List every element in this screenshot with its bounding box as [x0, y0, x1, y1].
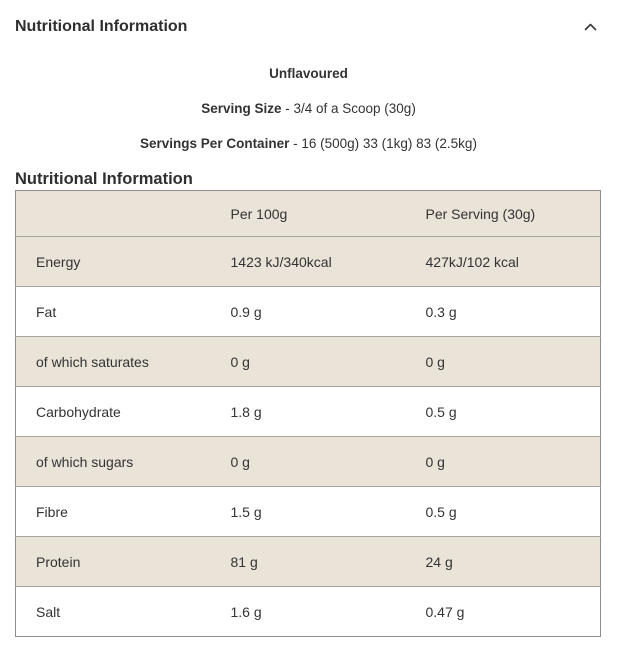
nutritional-information-accordion-toggle[interactable]: Nutritional Information — [0, 0, 617, 38]
nutrition-table: Per 100g Per Serving (30g) Energy 1423 k… — [15, 190, 601, 637]
per-serving-cell: 0 g — [425, 453, 445, 470]
table-row: of which sugars 0 g 0 g — [15, 436, 601, 487]
per-serving-header-cell: Per Serving (30g) — [425, 205, 536, 222]
serving-size-label: Serving Size — [201, 101, 282, 116]
per-100g-cell: 1423 kJ/340kcal — [230, 253, 332, 270]
per-100g-cell: 0 g — [230, 353, 250, 370]
per-serving-cell: 0.5 g — [425, 403, 457, 420]
row-label-cell: Energy — [36, 253, 81, 270]
row-label-cell: of which sugars — [36, 453, 134, 470]
servings-per-container-value: - 16 (500g) 33 (1kg) 83 (2.5kg) — [289, 136, 477, 151]
flavour-name: Unflavoured — [269, 66, 348, 81]
per-serving-cell: 0 g — [425, 353, 445, 370]
per-serving-cell: 427kJ/102 kcal — [425, 253, 519, 270]
per-serving-cell: 0.3 g — [425, 303, 457, 320]
table-header-row: Per 100g Per Serving (30g) — [15, 190, 601, 237]
table-row: Fat 0.9 g 0.3 g — [15, 286, 601, 337]
serving-info-block: Unflavoured Serving Size - 3/4 of a Scoo… — [0, 56, 617, 161]
per-100g-cell: 0.9 g — [230, 303, 262, 320]
per-100g-cell: 1.8 g — [230, 403, 262, 420]
empty-header-cell — [16, 191, 211, 237]
per-100g-cell: 1.6 g — [230, 603, 262, 620]
per-serving-cell: 0.5 g — [425, 503, 457, 520]
serving-size-value: - 3/4 of a Scoop (30g) — [281, 101, 416, 116]
table-row: Salt 1.6 g 0.47 g — [15, 586, 601, 637]
table-row: Fibre 1.5 g 0.5 g — [15, 486, 601, 537]
chevron-up-icon[interactable] — [584, 23, 597, 31]
row-label-cell: Fibre — [36, 503, 68, 520]
table-row: Protein 81 g 24 g — [15, 536, 601, 587]
row-label-cell: Salt — [36, 603, 61, 620]
per-100g-cell: 0 g — [230, 453, 250, 470]
serving-size-line: Serving Size - 3/4 of a Scoop (30g) — [0, 91, 617, 126]
per-100g-cell: 81 g — [230, 553, 258, 570]
row-label-cell: of which saturates — [36, 353, 149, 370]
per-serving-cell: 24 g — [425, 553, 453, 570]
servings-per-container-label: Servings Per Container — [140, 136, 290, 151]
row-label-cell: Carbohydrate — [36, 403, 121, 420]
per-100g-header-cell: Per 100g — [230, 205, 288, 222]
per-100g-cell: 1.5 g — [230, 503, 262, 520]
flavour-label: Unflavoured — [0, 56, 617, 91]
table-row: Carbohydrate 1.8 g 0.5 g — [15, 386, 601, 437]
table-row: Energy 1423 kJ/340kcal 427kJ/102 kcal — [15, 236, 601, 287]
table-row: of which saturates 0 g 0 g — [15, 336, 601, 387]
row-label-cell: Protein — [36, 553, 81, 570]
accordion-title: Nutritional Information — [15, 18, 188, 35]
nutrition-table-heading: Nutritional Information — [15, 170, 193, 188]
servings-per-container-line: Servings Per Container - 16 (500g) 33 (1… — [0, 126, 617, 161]
row-label-cell: Fat — [36, 303, 57, 320]
per-serving-cell: 0.47 g — [425, 603, 465, 620]
